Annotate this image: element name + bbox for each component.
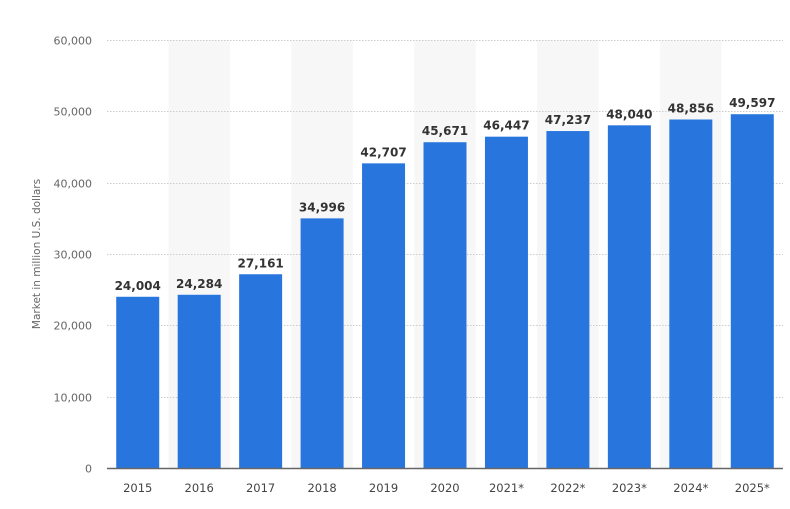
- bar-2016: [177, 294, 221, 468]
- bar-2018: [300, 218, 344, 468]
- x-tick-label: 2018: [307, 481, 336, 495]
- value-label: 45,671: [422, 124, 468, 138]
- y-tick-label: 50,000: [54, 106, 93, 119]
- x-tick-label: 2021*: [489, 481, 524, 495]
- y-tick-label: 0: [85, 463, 92, 476]
- bar-2021*: [484, 136, 528, 468]
- bar-2025*: [730, 114, 774, 468]
- value-label: 46,447: [483, 119, 529, 133]
- value-label: 24,284: [176, 277, 222, 291]
- x-tick-label: 2017: [246, 481, 275, 495]
- value-label: 24,004: [115, 279, 161, 293]
- bar-2017: [239, 274, 283, 468]
- x-axis-ticks: 2015 2016 2017 2018 2019 2020 2021* 2022* 2023* 2…: [123, 481, 770, 495]
- x-tick-label: 2025*: [735, 481, 770, 495]
- y-tick-label: 20,000: [54, 320, 93, 333]
- y-axis-label: Market in million U.S. dollars: [31, 179, 43, 329]
- x-tick-label: 2016: [185, 481, 214, 495]
- bar-2019: [362, 163, 406, 468]
- x-tick-label: 2019: [369, 481, 398, 495]
- y-tick-label: 10,000: [54, 392, 93, 405]
- x-tick-label: 2022*: [550, 481, 585, 495]
- bar-2015: [116, 296, 160, 468]
- x-tick-label: 2020: [430, 481, 459, 495]
- value-label: 47,237: [545, 113, 591, 127]
- value-label: 42,707: [360, 145, 406, 159]
- bar-2022*: [546, 131, 590, 469]
- y-axis-ticks: 0 10,000 20,000 30,000 40,000 50,000 60,000: [54, 35, 93, 476]
- y-tick-label: 30,000: [54, 249, 93, 262]
- y-tick-label: 40,000: [54, 178, 93, 191]
- value-label: 49,597: [729, 96, 775, 110]
- y-tick-label: 60,000: [54, 35, 93, 48]
- value-label: 48,040: [606, 107, 652, 121]
- value-label: 27,161: [237, 256, 283, 270]
- value-label: 34,996: [299, 200, 345, 214]
- value-label: 48,856: [668, 101, 714, 115]
- bar-2023*: [607, 125, 651, 468]
- bar-2020: [423, 142, 467, 468]
- bars: 24,004 24,284 27,161 34,996 42,707 45,671 46,4…: [115, 96, 775, 469]
- bar-2024*: [669, 119, 713, 468]
- x-tick-label: 2015: [123, 481, 152, 495]
- x-tick-label: 2024*: [673, 481, 708, 495]
- x-tick-label: 2023*: [612, 481, 647, 495]
